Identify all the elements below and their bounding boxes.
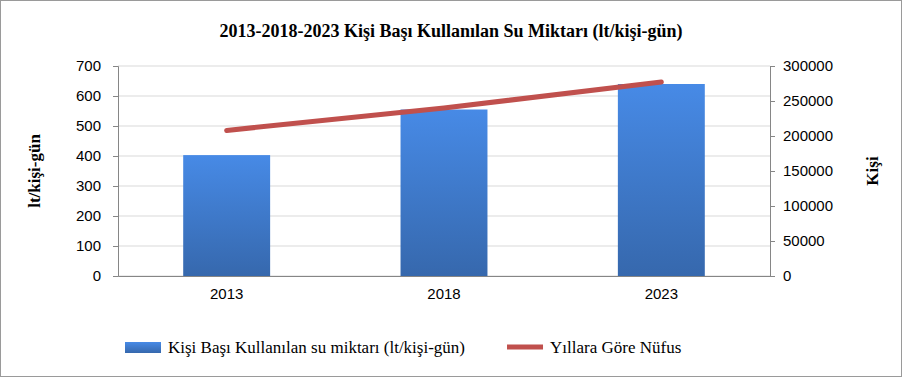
tick-label: 300 [76,177,101,194]
title: 2013-2018-2023 Kişi Başı Kullanılan Su M… [219,21,682,42]
tick-mark [770,136,775,137]
bar [183,155,270,276]
tick: 0 [93,267,118,284]
tick: 300 [76,177,118,194]
bar-series [183,84,705,276]
y-axis: 0 100 200 300 400 500 600 700 [76,57,119,284]
tick-mark [113,126,118,127]
tick-label: 250000 [783,92,833,109]
tick-label: 100000 [783,197,833,214]
axis-line [119,276,771,277]
tick-label: 400 [76,147,101,164]
bar [401,110,488,277]
tick-label: 0 [783,267,791,284]
tick: 200000 [770,127,833,144]
tick: 2013 [210,276,243,302]
tick: 2018 [427,276,460,302]
legend-label: Yıllara Göre Nüfus [550,338,681,357]
tick-mark [770,66,775,67]
tick: 500 [76,117,118,134]
tick: 100 [76,237,118,254]
y-axis-title: lt/kişi-gün [25,134,44,208]
tick-mark [113,186,118,187]
tick: 150000 [770,162,833,179]
tick-label: 2013 [210,285,243,302]
tick-mark [770,101,775,102]
axis-line [113,67,119,277]
tick-mark [770,206,775,207]
tick-mark [113,276,118,277]
frame [1,1,902,377]
tick: 600 [76,87,118,104]
tick-label: 150000 [783,162,833,179]
tick: 2023 [645,276,678,302]
tick-label: 500 [76,117,101,134]
tick: 50000 [770,232,825,249]
tick-label: 200 [76,207,101,224]
legend-item: Kişi Başı Kullanılan su miktarı (lt/kişi… [125,338,465,357]
tick: 700 [76,57,118,74]
tick-label: 700 [76,57,101,74]
tick: 250000 [770,92,833,109]
tick: 200 [76,207,118,224]
legend-swatch [507,345,543,350]
tick: 0 [770,267,791,284]
y2-axis: 0 50000 100000 150000 200000 250000 300000 [770,57,833,284]
tick-mark [113,156,118,157]
line [227,82,662,130]
tick-mark [770,276,775,277]
tick-label: 300000 [783,57,833,74]
grid [118,66,770,276]
tick: 300000 [770,57,833,74]
tick-label: 200000 [783,127,833,144]
tick-mark [113,216,118,217]
chart: 0 100 200 300 400 500 600 700 0 50000 100000 150000… [0,0,902,377]
grid-line [118,66,770,67]
tick-label: 2018 [427,285,460,302]
tick-mark [770,241,775,242]
tick-label: 50000 [783,232,825,249]
plot-area [183,82,705,276]
legend-item: Yıllara Göre Nüfus [507,338,681,357]
tick-mark [770,171,775,172]
axis-line [771,67,776,277]
tick-mark [113,246,118,247]
tick-label: 0 [93,267,101,284]
tick-label: 2023 [645,285,678,302]
legend-swatch [125,342,161,353]
tick-mark [113,66,118,67]
tick-label: 100 [76,237,101,254]
tick-label: 600 [76,87,101,104]
legend: Kişi Başı Kullanılan su miktarı (lt/kişi… [125,338,681,357]
tick: 100000 [770,197,833,214]
y2-axis-title: Kişi [863,156,882,186]
legend-label: Kişi Başı Kullanılan su miktarı (lt/kişi… [168,338,465,357]
x-axis: 2013 2018 2023 [119,276,771,302]
bar [618,84,705,276]
tick: 400 [76,147,118,164]
tick-mark [113,96,118,97]
